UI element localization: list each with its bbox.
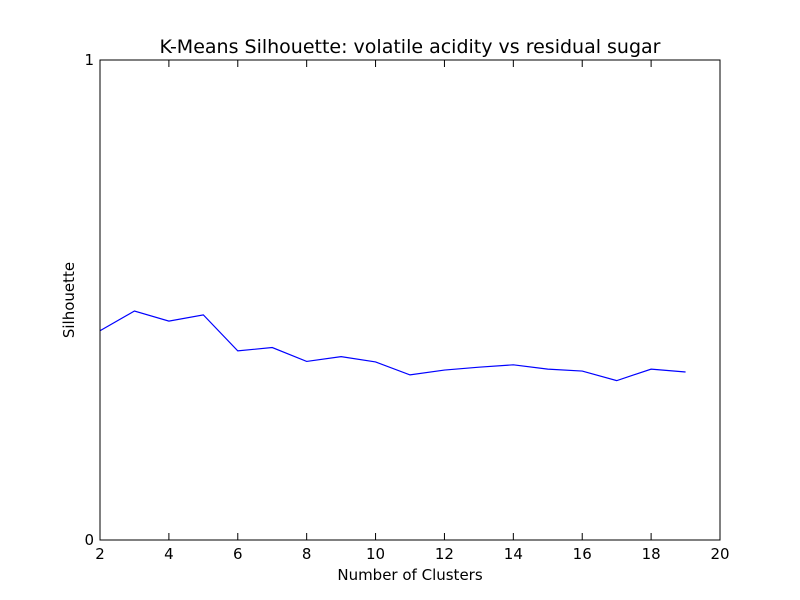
x-tick-label: 14 xyxy=(504,545,523,563)
axis-ticks: 2 4 6 8 10 12 14 16 18 20 0 1 xyxy=(84,51,729,563)
chart-title: K-Means Silhouette: volatile acidity vs … xyxy=(159,36,660,58)
x-tick-label: 2 xyxy=(95,545,105,563)
y-tick-label: 0 xyxy=(84,531,94,549)
x-tick-label: 18 xyxy=(642,545,661,563)
x-tick-label: 8 xyxy=(302,545,312,563)
series-line-0 xyxy=(99,310,686,382)
x-tick-label: 10 xyxy=(366,545,385,563)
x-tick-label: 20 xyxy=(710,545,729,563)
y-axis-label: Silhouette xyxy=(60,262,78,338)
x-tick-label: 4 xyxy=(164,545,174,563)
x-tick-label: 16 xyxy=(573,545,592,563)
x-tick-label: 6 xyxy=(233,545,243,563)
x-axis-label: Number of Clusters xyxy=(337,566,482,584)
x-tick-label: 12 xyxy=(435,545,454,563)
plot-area xyxy=(99,310,686,382)
plot-frame xyxy=(99,59,721,541)
y-tick-label: 1 xyxy=(84,51,94,69)
